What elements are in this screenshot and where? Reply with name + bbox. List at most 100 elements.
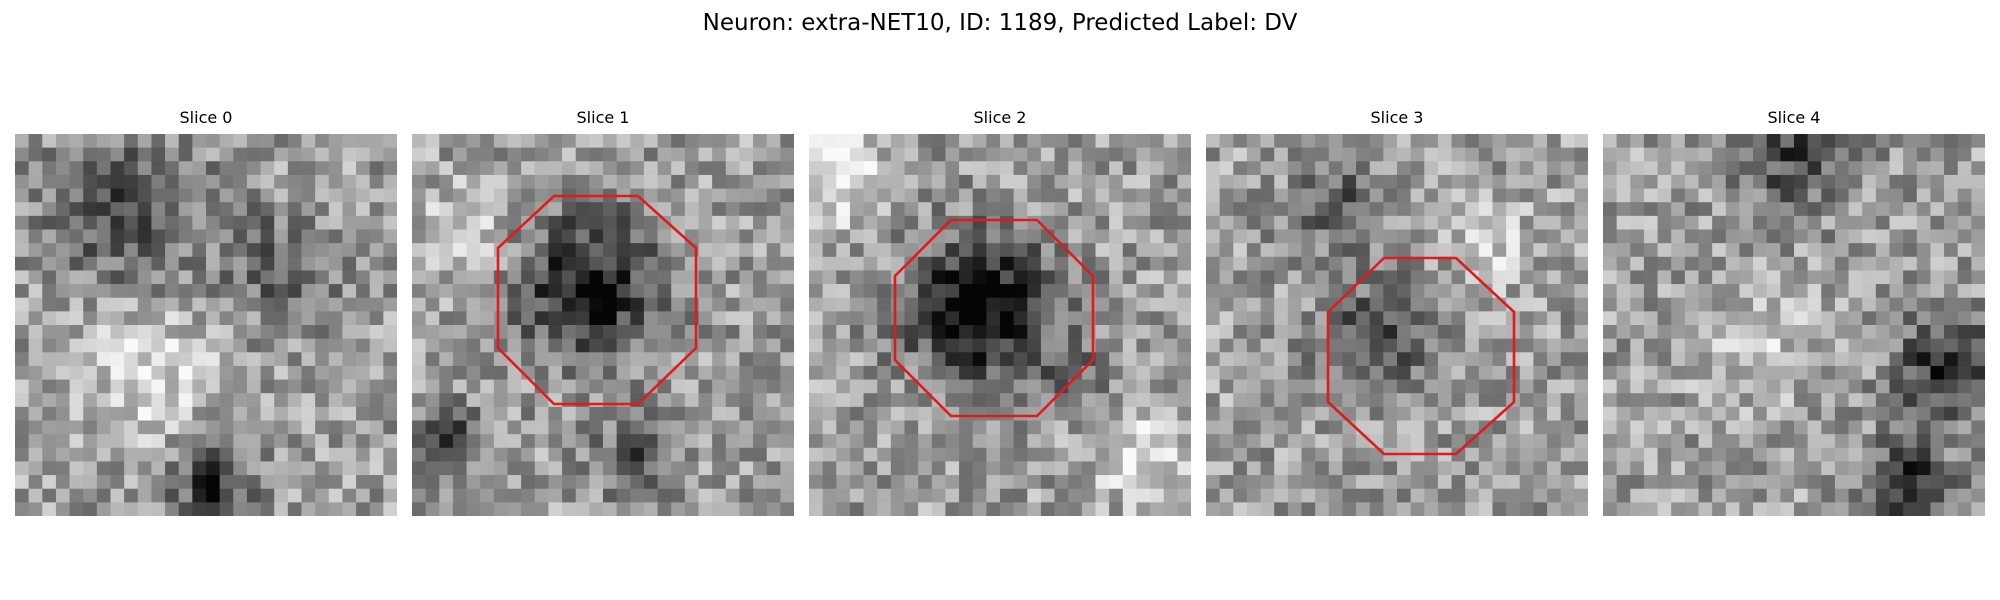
pixel [1519,284,1534,299]
pixel [1834,379,1849,394]
pixel [809,379,824,394]
pixel [1616,488,1631,503]
pixel [369,256,384,271]
pixel [1437,270,1452,285]
pixel [1848,297,1863,312]
pixel [616,284,631,299]
pixel [151,284,166,299]
pixel [725,161,740,176]
pixel [507,475,522,490]
pixel [192,488,207,503]
pixel [1643,134,1658,149]
pixel [671,134,686,149]
pixel [780,229,794,244]
pixel [712,434,727,449]
pixel [1478,406,1493,421]
pixel [1369,379,1384,394]
pixel [1630,379,1645,394]
pixel [1957,352,1972,367]
pixel [1766,311,1781,326]
pixel [1478,161,1493,176]
pixel [1219,202,1234,217]
pixel [1889,270,1904,285]
pixel [233,174,248,189]
pixel [15,215,30,230]
pixel [918,188,933,203]
pixel [603,270,618,285]
pixel [356,488,371,503]
pixel [1753,447,1768,462]
pixel [1274,134,1289,149]
pixel [1916,174,1931,189]
pixel [1383,325,1398,340]
pixel [562,447,577,462]
pixel [809,311,824,326]
pixel [328,338,343,353]
pixel [28,188,43,203]
pixel [1315,229,1330,244]
pixel [1000,297,1015,312]
pixel [507,174,522,189]
pixel [1260,202,1275,217]
pixel [1821,134,1836,149]
pixel [1068,406,1083,421]
pixel [1698,284,1713,299]
pixel [1506,434,1521,449]
pixel [1753,379,1768,394]
pixel [684,379,699,394]
pixel [124,488,139,503]
pixel [493,270,508,285]
pixel [986,365,1001,380]
pixel [412,215,427,230]
pixel [96,393,111,408]
pixel [1068,338,1083,353]
pixel [1930,256,1945,271]
pixel [534,406,549,421]
pixel [1492,488,1507,503]
pixel [1397,365,1412,380]
pixel [904,379,919,394]
pixel [753,365,768,380]
pixel [1533,229,1548,244]
pixel [1492,229,1507,244]
pixel [1068,161,1083,176]
pixel [1834,215,1849,230]
pixel [1000,243,1015,258]
pixel [96,284,111,299]
pixel [425,434,440,449]
pixel [972,325,987,340]
pixel [1643,215,1658,230]
pixel [55,134,70,149]
pixel [931,147,946,162]
pixel [28,393,43,408]
pixel [548,134,563,149]
pixel [1122,147,1137,162]
pixel [616,243,631,258]
pixel [1739,447,1754,462]
pixel [712,284,727,299]
pixel [15,475,30,490]
pixel [698,270,713,285]
pixel [1794,420,1809,435]
pixel [589,434,604,449]
pixel [986,188,1001,203]
pixel [1766,284,1781,299]
pixel [452,215,467,230]
pixel [1095,134,1110,149]
pixel [178,461,193,476]
pixel [42,202,57,217]
pixel [206,502,221,516]
pixel [822,229,837,244]
pixel [1013,215,1028,230]
pixel [863,243,878,258]
pixel [725,202,740,217]
pixel [452,311,467,326]
pixel [1492,325,1507,340]
pixel [1260,352,1275,367]
pixel [822,379,837,394]
pixel [260,393,275,408]
pixel [1889,202,1904,217]
pixel [315,297,330,312]
pixel [1643,325,1658,340]
pixel [712,270,727,285]
